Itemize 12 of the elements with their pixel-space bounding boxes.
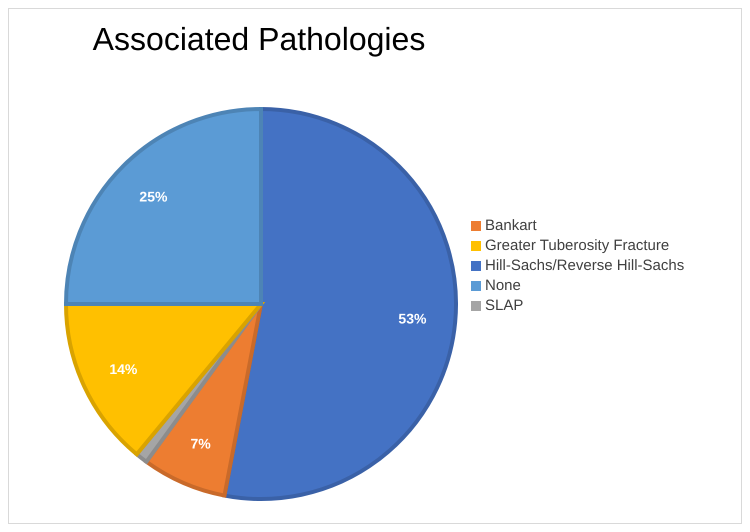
legend-label: Hill-Sachs/Reverse Hill-Sachs xyxy=(485,257,684,274)
data-label: 25% xyxy=(139,188,168,204)
pie-slice xyxy=(222,107,458,501)
data-label: 7% xyxy=(190,436,212,452)
legend-label: Greater Tuberosity Fracture xyxy=(485,237,670,254)
data-label: 53% xyxy=(398,310,427,326)
data-label: 14% xyxy=(109,360,138,377)
chart-title: Associated Pathologies xyxy=(92,21,426,58)
legend-label: None xyxy=(485,277,521,294)
legend-label: SLAP xyxy=(485,297,524,314)
legend-label: Bankart xyxy=(485,217,537,234)
pie-slice xyxy=(64,107,263,306)
